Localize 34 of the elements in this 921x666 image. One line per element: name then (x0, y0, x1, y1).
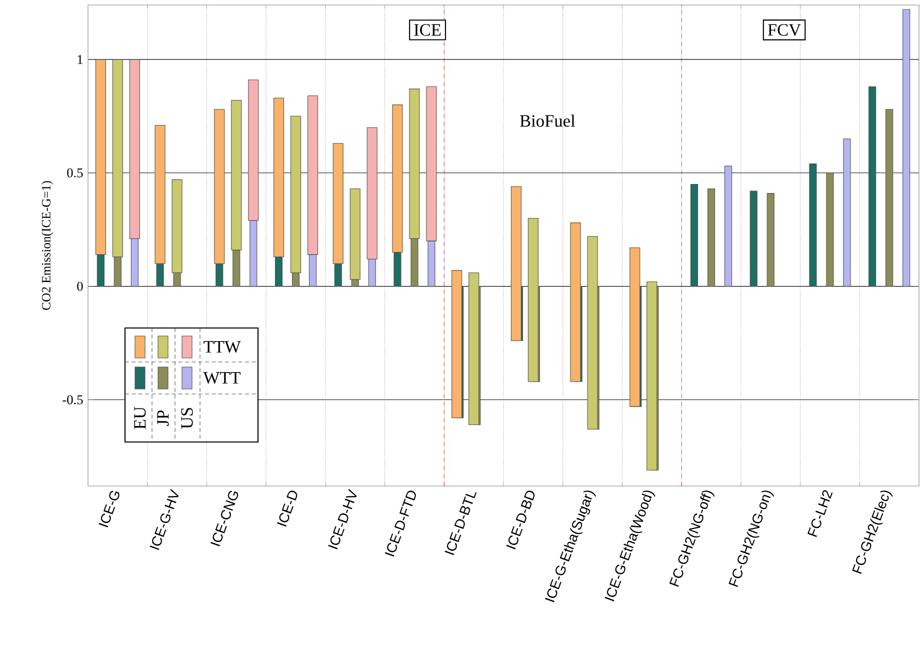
y-axis-title: CO2 Emission(ICE-G=1) (42, 181, 54, 310)
y-tick-label: 0 (77, 282, 83, 291)
x-tick-label: ICE-G (98, 490, 120, 528)
bar (570, 222, 581, 382)
bar (724, 166, 732, 287)
annotation: FCV (768, 24, 801, 36)
bar (528, 218, 538, 382)
annotation: US (181, 408, 193, 429)
bar (750, 190, 758, 287)
bar (868, 86, 876, 287)
bar (766, 193, 774, 287)
legend-label: TTW (204, 341, 241, 353)
bar (468, 272, 480, 425)
bar (902, 9, 910, 287)
y-tick-label: 1 (78, 55, 83, 64)
bar (587, 236, 598, 430)
bar (690, 184, 698, 287)
annotation: BioFuel (520, 114, 576, 127)
bar (886, 109, 894, 287)
legend-label: WTT (203, 372, 241, 384)
bar (843, 138, 851, 287)
annotation: EU (134, 406, 146, 430)
bar (707, 188, 716, 287)
bar (452, 270, 462, 418)
bar (646, 282, 658, 470)
bar (630, 247, 640, 407)
annotation: ICE (414, 24, 441, 36)
y-tick-label: 0.5 (67, 168, 83, 178)
bar (510, 186, 522, 342)
y-tick-label: -0.5 (62, 395, 83, 404)
bar (809, 164, 817, 287)
annotation: JP (157, 410, 169, 426)
x-tick-label: ICE-D (277, 490, 298, 527)
bar (826, 172, 834, 287)
